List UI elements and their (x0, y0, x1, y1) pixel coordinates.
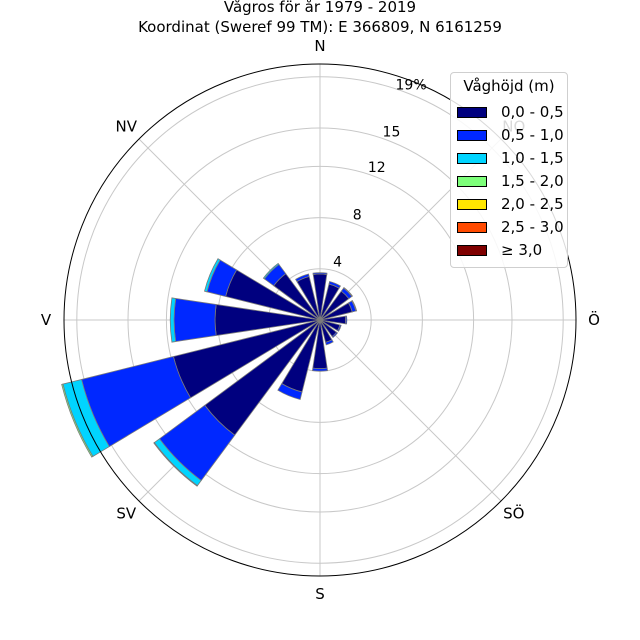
rose-bar-segment (173, 297, 217, 343)
direction-label: Ö (588, 310, 600, 329)
legend-item: 2,5 - 3,0 (457, 218, 564, 236)
radial-tick-label: 12 (368, 160, 386, 176)
rose-bar-segment (343, 287, 353, 297)
legend-label: 1,5 - 2,0 (501, 172, 564, 190)
rose-bar-segment (344, 315, 348, 325)
radial-tick-label: 19% (396, 77, 427, 93)
radial-tick-label: 15 (383, 125, 401, 141)
legend-item: 2,0 - 2,5 (457, 195, 564, 213)
direction-label: SÖ (503, 504, 524, 523)
rose-bar-segment (328, 281, 341, 289)
direction-label: SV (116, 505, 137, 523)
rose-bar-segment (312, 272, 328, 275)
rose-bar-segment (311, 367, 329, 372)
legend-item: 1,0 - 1,5 (457, 149, 564, 167)
chart-title: Vågros för år 1979 - 2019 (223, 0, 417, 16)
legend-label: 2,0 - 2,5 (501, 195, 564, 213)
legend-title: Våghöjd (m) (463, 77, 555, 95)
legend: Våghöjd (m) 0,0 - 0,5 0,5 - 1,0 1,0 - 1,… (450, 72, 568, 268)
legend-item: 1,5 - 2,0 (457, 172, 564, 190)
legend-label: 0,5 - 1,0 (501, 126, 564, 144)
legend-swatch (457, 152, 487, 164)
rose-bar-segment (331, 331, 339, 339)
legend-label: 2,5 - 3,0 (501, 218, 564, 236)
legend-label: ≥ 3,0 (501, 241, 543, 259)
chart-subtitle: Koordinat (Sweref 99 TM): E 366809, N 61… (138, 18, 502, 36)
legend-swatch (457, 106, 487, 118)
radial-tick-label: 4 (333, 255, 342, 271)
rose-bar-segment (337, 324, 342, 332)
direction-label: V (41, 311, 52, 329)
legend-swatch (457, 198, 487, 210)
rose-bar-segment (61, 383, 94, 458)
grid-spoke (319, 319, 502, 502)
rose-bar-segment (351, 300, 358, 312)
direction-label: S (315, 585, 325, 603)
legend-item: ≥ 3,0 (457, 241, 542, 259)
rose-bar-segment (295, 273, 310, 283)
rose-bar-segment (169, 297, 177, 343)
rose-bar-segment (153, 442, 198, 487)
legend-swatch (457, 129, 487, 141)
legend-swatch (457, 221, 487, 233)
direction-label: N (314, 37, 325, 55)
rose-bar-segment (262, 262, 280, 280)
rose-bar-segment (204, 258, 221, 293)
rose-bar-segment (277, 383, 303, 400)
legend-swatch (457, 244, 487, 256)
rose-bar-segment (214, 304, 321, 336)
outer-circle (63, 63, 577, 577)
legend-item: 0,0 - 0,5 (457, 103, 564, 121)
direction-label: NV (116, 117, 138, 135)
legend-label: 1,0 - 1,5 (501, 149, 564, 167)
legend-swatch (457, 175, 487, 187)
legend-item: 0,5 - 1,0 (457, 126, 564, 144)
rose-bar-segment (325, 339, 334, 346)
radial-tick-label: 8 (353, 207, 362, 223)
legend-label: 0,0 - 0,5 (501, 103, 564, 121)
